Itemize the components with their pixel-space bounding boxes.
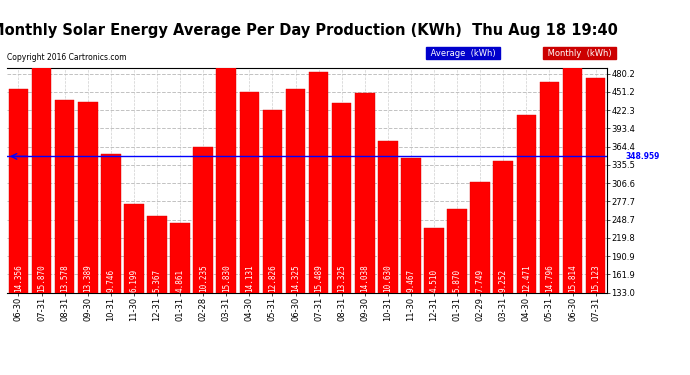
Bar (401, 158, 421, 292)
Bar (170, 224, 190, 292)
Text: 15.489: 15.489 (314, 264, 323, 291)
Bar (471, 182, 490, 292)
Text: 14.356: 14.356 (14, 264, 23, 291)
Text: 7.749: 7.749 (475, 268, 484, 291)
Text: Copyright 2016 Cartronics.com: Copyright 2016 Cartronics.com (7, 53, 126, 62)
Bar (517, 116, 536, 292)
Bar (55, 100, 75, 292)
Bar (32, 67, 51, 292)
Text: 12.826: 12.826 (268, 264, 277, 291)
Bar (355, 93, 375, 292)
Text: 4.510: 4.510 (430, 268, 439, 291)
Bar (424, 228, 444, 292)
Bar (540, 82, 560, 292)
Bar (286, 89, 305, 292)
Bar (447, 209, 467, 292)
Text: Monthly Solar Energy Average Per Day Production (KWh)  Thu Aug 18 19:40: Monthly Solar Energy Average Per Day Pro… (0, 22, 618, 38)
Text: 14.131: 14.131 (245, 264, 254, 291)
Text: 9.467: 9.467 (406, 268, 415, 291)
Text: 348.959: 348.959 (626, 152, 660, 161)
Text: 6.199: 6.199 (130, 268, 139, 291)
Text: 14.038: 14.038 (360, 264, 369, 291)
Text: 14.796: 14.796 (545, 264, 554, 291)
Text: 15.830: 15.830 (221, 264, 230, 291)
Bar (263, 110, 282, 292)
Text: 15.814: 15.814 (568, 264, 577, 291)
Text: 15.870: 15.870 (37, 264, 46, 291)
Text: 13.578: 13.578 (60, 264, 69, 291)
Text: 4.861: 4.861 (175, 268, 184, 291)
Text: Average  (kWh): Average (kWh) (428, 49, 498, 58)
Bar (101, 154, 121, 292)
Text: 10.235: 10.235 (199, 264, 208, 291)
Text: 13.325: 13.325 (337, 264, 346, 291)
Text: 9.252: 9.252 (499, 268, 508, 291)
Bar (309, 72, 328, 292)
Bar (332, 103, 351, 292)
Bar (493, 161, 513, 292)
Text: 12.471: 12.471 (522, 264, 531, 291)
Text: 14.325: 14.325 (291, 264, 300, 291)
Bar (239, 92, 259, 292)
Text: 5.870: 5.870 (453, 268, 462, 291)
Bar (124, 204, 144, 292)
Text: 10.630: 10.630 (384, 264, 393, 291)
Bar (147, 216, 167, 292)
Text: 9.746: 9.746 (106, 268, 115, 291)
Bar (193, 147, 213, 292)
Text: 13.389: 13.389 (83, 264, 92, 291)
Text: Monthly  (kWh): Monthly (kWh) (545, 49, 614, 58)
Text: 15.123: 15.123 (591, 264, 600, 291)
Bar (378, 141, 397, 292)
Bar (563, 68, 582, 292)
Text: 5.367: 5.367 (152, 268, 161, 291)
Bar (217, 68, 236, 292)
Bar (586, 78, 605, 292)
Bar (9, 88, 28, 292)
Bar (78, 102, 97, 292)
